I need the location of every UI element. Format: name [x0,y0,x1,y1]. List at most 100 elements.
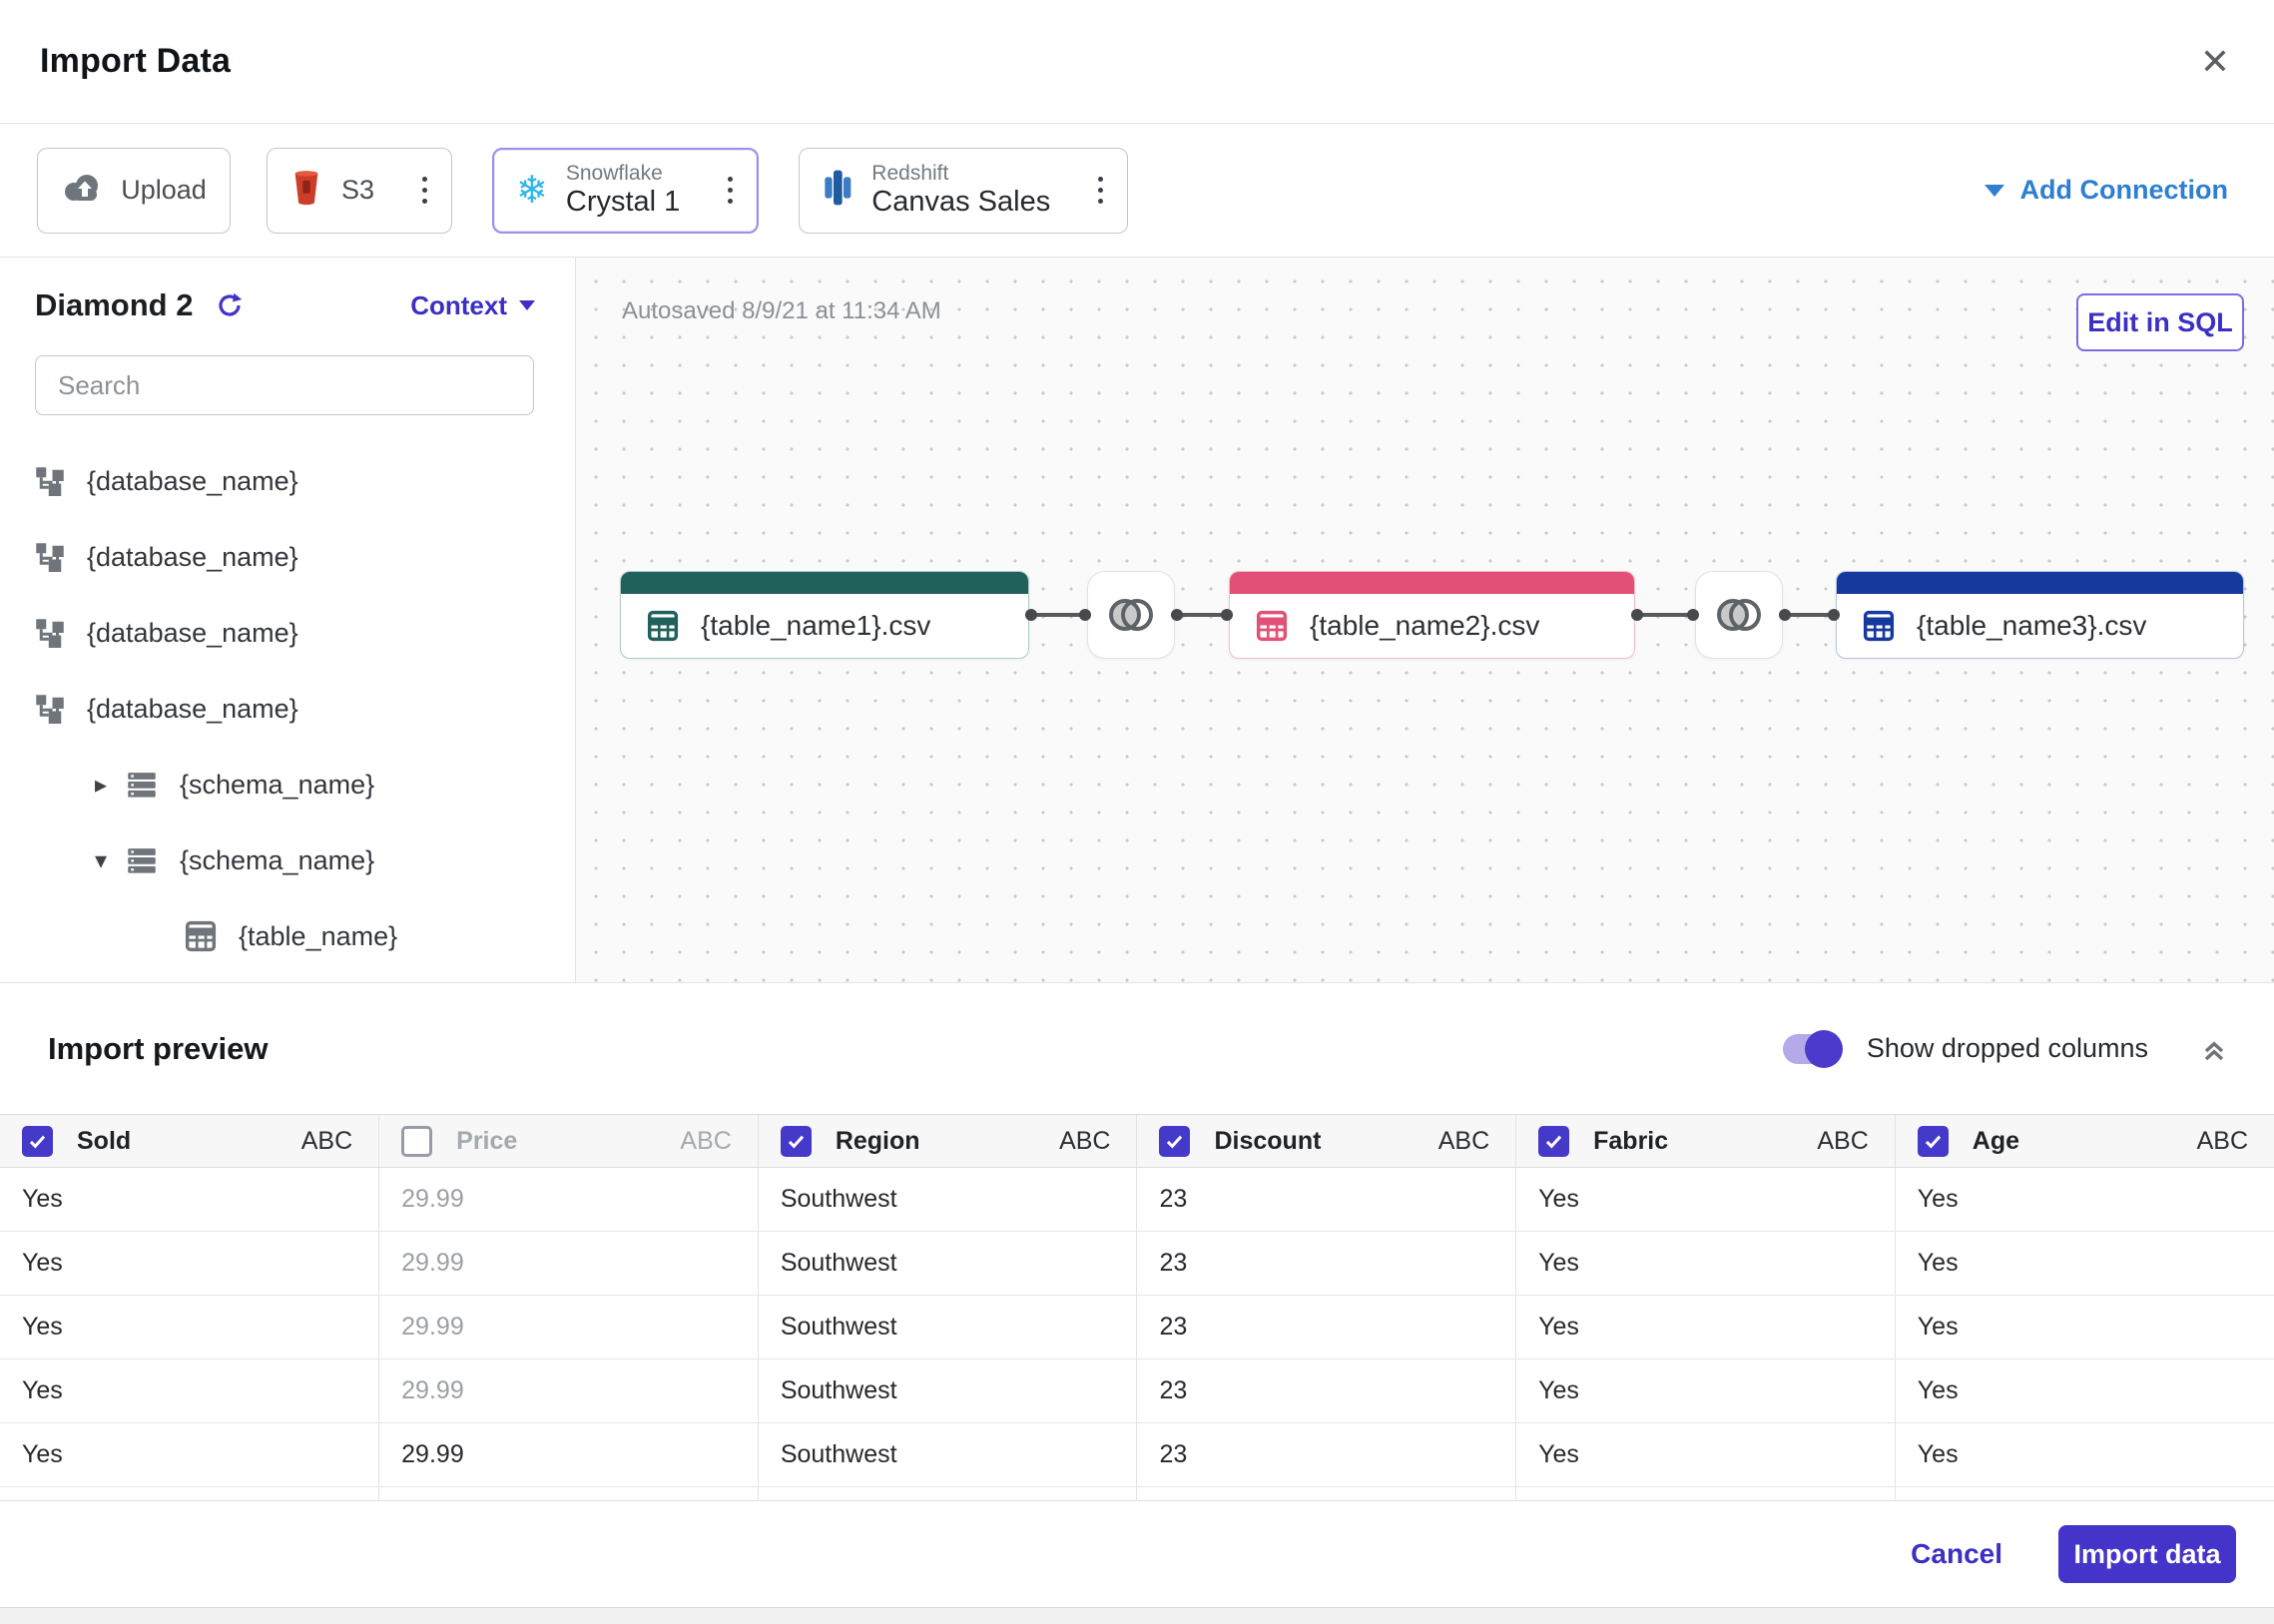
column-name: Region [835,1126,920,1155]
upload-button[interactable]: Upload [37,147,231,234]
chevron-down-icon [1984,184,2004,197]
connector-dot [1687,609,1699,621]
table-cell: Yes [1894,1231,2274,1296]
tree-item-label: {database_name} [87,541,298,572]
tree-item-label: {database_name} [87,693,298,724]
table-cell: Yes [1515,1295,1896,1359]
join-node[interactable] [1087,571,1175,659]
connection-card-s3[interactable]: S3 [267,147,453,234]
tree-item-schema[interactable]: ▾ {schema_name} [0,822,575,898]
column-checkbox[interactable] [1917,1125,1949,1157]
add-connection-button[interactable]: Add Connection [1984,175,2228,206]
table-node[interactable]: {table_name1}.csv [620,571,1029,659]
search-input[interactable] [35,355,534,415]
table-cell: 23 [1136,1358,1516,1423]
tree-item-label: {database_name} [87,465,298,496]
database-icon [35,694,65,724]
join-venn-icon [1710,593,1768,637]
column-checkbox[interactable] [1538,1125,1570,1157]
redshift-icon [822,168,853,213]
column-checkbox[interactable] [1159,1125,1191,1157]
bottom-strip [0,1607,2274,1624]
import-preview-title: Import preview [48,1030,269,1066]
cancel-button[interactable]: Cancel [1911,1538,2002,1569]
table-cell: Southwest [757,1358,1137,1423]
tree-item-database[interactable]: {database_name} [0,443,575,519]
column-checkbox[interactable] [401,1125,433,1157]
snowflake-kebab-menu-icon[interactable] [724,171,737,210]
connector-line [1175,613,1229,617]
redshift-kebab-menu-icon[interactable] [1094,171,1107,210]
table-cell: 23 [1136,1295,1516,1359]
database-icon [35,618,65,648]
table-node[interactable]: {table_name3}.csv [1836,571,2244,659]
column-type-label: ABC [1059,1126,1111,1155]
table-icon [647,610,679,642]
connector-line [1635,613,1695,617]
column-checkbox[interactable] [780,1125,812,1157]
upload-label: Upload [121,175,207,205]
table-cell: Yes [1515,1167,1896,1232]
edit-in-sql-button[interactable]: Edit in SQL [2076,293,2244,351]
table-cell: Southwest [757,1231,1137,1296]
table-cell [1894,1486,2274,1501]
dataset-title: Diamond 2 [35,287,194,322]
table-cell: Yes [0,1167,379,1232]
connector-line [1029,613,1087,617]
snowflake-icon: ❄ [516,169,548,212]
preview-table: Sold ABC Price ABC Region ABC Discount ABC Fabri… [0,1114,2274,1501]
tree-item-schema[interactable]: ▸ {schema_name} [0,747,575,822]
connection-card-redshift[interactable]: Redshift Canvas Sales [799,147,1129,234]
table-row: Yes 29.99 Southwest 23 Yes Yes [0,1231,2274,1296]
table-cell: 29.99 [378,1358,759,1423]
chevron-down-icon [519,300,535,310]
connector-dot [1171,609,1183,621]
tree-item-label: {table_name} [239,920,398,951]
table-cell: 23 [1136,1167,1516,1232]
column-header: Age ABC [1894,1114,2274,1168]
tree-expand-icon[interactable]: ▾ [94,846,108,874]
upload-cloud-icon [61,172,105,209]
column-name: Price [456,1126,518,1155]
tree-item-table[interactable]: {table_name} [0,898,575,974]
show-dropped-columns-toggle[interactable] [1782,1029,1843,1068]
table-row: Yes 29.99 Southwest 23 Yes Yes [0,1358,2274,1423]
table-row-partial [0,1486,2274,1501]
dialog-header: Import Data ✕ [0,0,2274,124]
table-cell: Yes [1894,1167,2274,1232]
table-cell: 29.99 [378,1167,759,1232]
schema-icon [126,770,158,800]
context-dropdown[interactable]: Context [410,290,535,321]
table-icon [185,920,217,952]
column-header: Region ABC [757,1114,1137,1168]
database-icon [35,542,65,572]
tree-item-database[interactable]: {database_name} [0,519,575,595]
tree-expand-icon[interactable]: ▸ [94,771,108,799]
join-venn-icon [1102,593,1160,637]
tree-item-database[interactable]: {database_name} [0,671,575,747]
tree-item-database[interactable]: {database_name} [0,595,575,671]
table-cell: Yes [1894,1295,2274,1359]
schema-icon [126,845,158,875]
connection-name: Crystal 1 [565,185,681,218]
s3-label: S3 [341,175,375,205]
table-node[interactable]: {table_name2}.csv [1229,571,1635,659]
s3-kebab-menu-icon[interactable] [418,171,431,210]
connector-dot [1025,609,1037,621]
connector-dot [1631,609,1643,621]
schema-browser-sidebar: Diamond 2 Context {database_name} {databa… [0,258,576,982]
join-node[interactable] [1695,571,1783,659]
table-cell: Yes [1894,1358,2274,1423]
table-icon [1256,610,1288,642]
import-data-button[interactable]: Import data [2058,1525,2236,1583]
column-header: Price ABC [378,1114,759,1168]
close-icon[interactable]: ✕ [2199,40,2230,82]
column-checkbox[interactable] [22,1125,53,1157]
join-canvas[interactable]: Autosaved 8/9/21 at 11:34 AM Edit in SQL… [576,258,2274,982]
table-cell [757,1486,1137,1501]
collapse-section-icon[interactable] [2198,1033,2230,1065]
table-cell: Southwest [757,1167,1137,1232]
connection-card-snowflake[interactable]: ❄ Snowflake Crystal 1 [492,147,760,234]
refresh-icon[interactable] [215,290,245,320]
